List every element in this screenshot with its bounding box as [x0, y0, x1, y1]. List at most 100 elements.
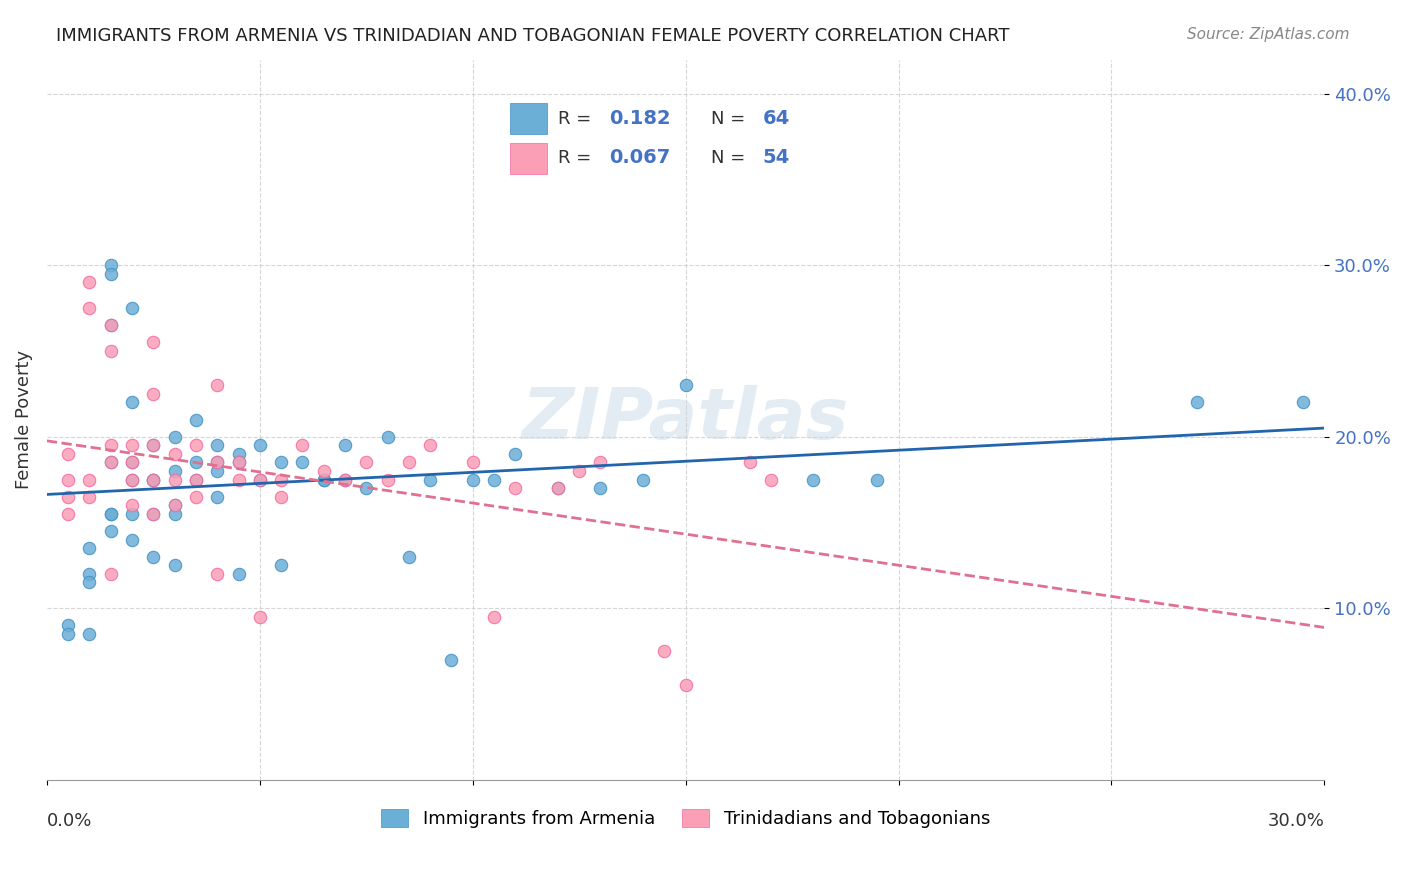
Point: [1185, 395, 1208, 409]
Text: ZIPatlas: ZIPatlas: [522, 385, 849, 454]
Point: [1292, 395, 1315, 409]
Point: [377, 430, 399, 444]
Point: [803, 473, 825, 487]
Point: [142, 387, 165, 401]
Text: 54: 54: [762, 148, 790, 168]
Point: [270, 473, 292, 487]
Point: [79, 490, 101, 504]
Point: [461, 455, 484, 469]
Point: [398, 455, 420, 469]
Point: [56, 473, 79, 487]
Point: [228, 455, 250, 469]
Text: 0.067: 0.067: [609, 148, 671, 168]
Point: [142, 438, 165, 452]
Text: 64: 64: [762, 109, 790, 128]
Point: [270, 558, 292, 573]
Point: [79, 276, 101, 290]
Point: [121, 395, 143, 409]
Point: [461, 473, 484, 487]
Point: [100, 507, 122, 521]
Point: [100, 455, 122, 469]
Point: [121, 533, 143, 547]
Point: [312, 464, 335, 478]
Point: [205, 455, 228, 469]
Point: [100, 566, 122, 581]
Point: [56, 490, 79, 504]
Point: [184, 473, 207, 487]
Point: [142, 473, 165, 487]
Point: [142, 549, 165, 564]
Point: [589, 455, 612, 469]
Point: [163, 447, 186, 461]
Point: [205, 438, 228, 452]
Point: [419, 473, 441, 487]
Point: [333, 473, 356, 487]
Point: [56, 507, 79, 521]
Point: [270, 490, 292, 504]
Point: [312, 473, 335, 487]
Text: 0.0%: 0.0%: [46, 812, 93, 830]
Point: [100, 524, 122, 538]
Point: [142, 473, 165, 487]
Point: [866, 473, 889, 487]
Point: [228, 473, 250, 487]
Point: [79, 575, 101, 590]
Point: [482, 473, 505, 487]
Point: [291, 438, 314, 452]
Point: [631, 473, 654, 487]
Point: [163, 464, 186, 478]
Point: [205, 378, 228, 392]
Point: [184, 438, 207, 452]
Point: [205, 566, 228, 581]
Point: [738, 455, 761, 469]
Point: [121, 473, 143, 487]
Point: [356, 481, 378, 495]
Point: [100, 258, 122, 272]
Point: [333, 438, 356, 452]
Point: [568, 464, 591, 478]
Point: [79, 627, 101, 641]
Point: [759, 473, 782, 487]
Text: 0.182: 0.182: [609, 109, 671, 128]
Point: [547, 481, 569, 495]
Point: [163, 507, 186, 521]
Point: [163, 473, 186, 487]
Point: [121, 455, 143, 469]
Point: [121, 473, 143, 487]
Point: [312, 473, 335, 487]
Point: [205, 464, 228, 478]
Point: [377, 473, 399, 487]
Point: [675, 378, 697, 392]
Point: [100, 318, 122, 333]
Text: Source: ZipAtlas.com: Source: ZipAtlas.com: [1187, 27, 1350, 42]
Point: [440, 652, 463, 666]
Point: [270, 455, 292, 469]
Point: [121, 507, 143, 521]
Point: [79, 301, 101, 315]
Bar: [510, 103, 547, 134]
Point: [121, 499, 143, 513]
Point: [184, 412, 207, 426]
Point: [121, 438, 143, 452]
Point: [56, 447, 79, 461]
Text: R =: R =: [558, 149, 596, 167]
Point: [505, 447, 527, 461]
Point: [100, 318, 122, 333]
Point: [142, 507, 165, 521]
Point: [100, 455, 122, 469]
Point: [228, 566, 250, 581]
Point: [100, 267, 122, 281]
Point: [589, 481, 612, 495]
Point: [79, 541, 101, 556]
Point: [184, 455, 207, 469]
Point: [333, 473, 356, 487]
Point: [291, 455, 314, 469]
Point: [505, 481, 527, 495]
Point: [228, 455, 250, 469]
Point: [675, 678, 697, 692]
Legend: Immigrants from Armenia, Trinidadians and Tobagonians: Immigrants from Armenia, Trinidadians an…: [374, 802, 997, 836]
Point: [419, 438, 441, 452]
Point: [121, 301, 143, 315]
Point: [205, 455, 228, 469]
Point: [56, 618, 79, 632]
